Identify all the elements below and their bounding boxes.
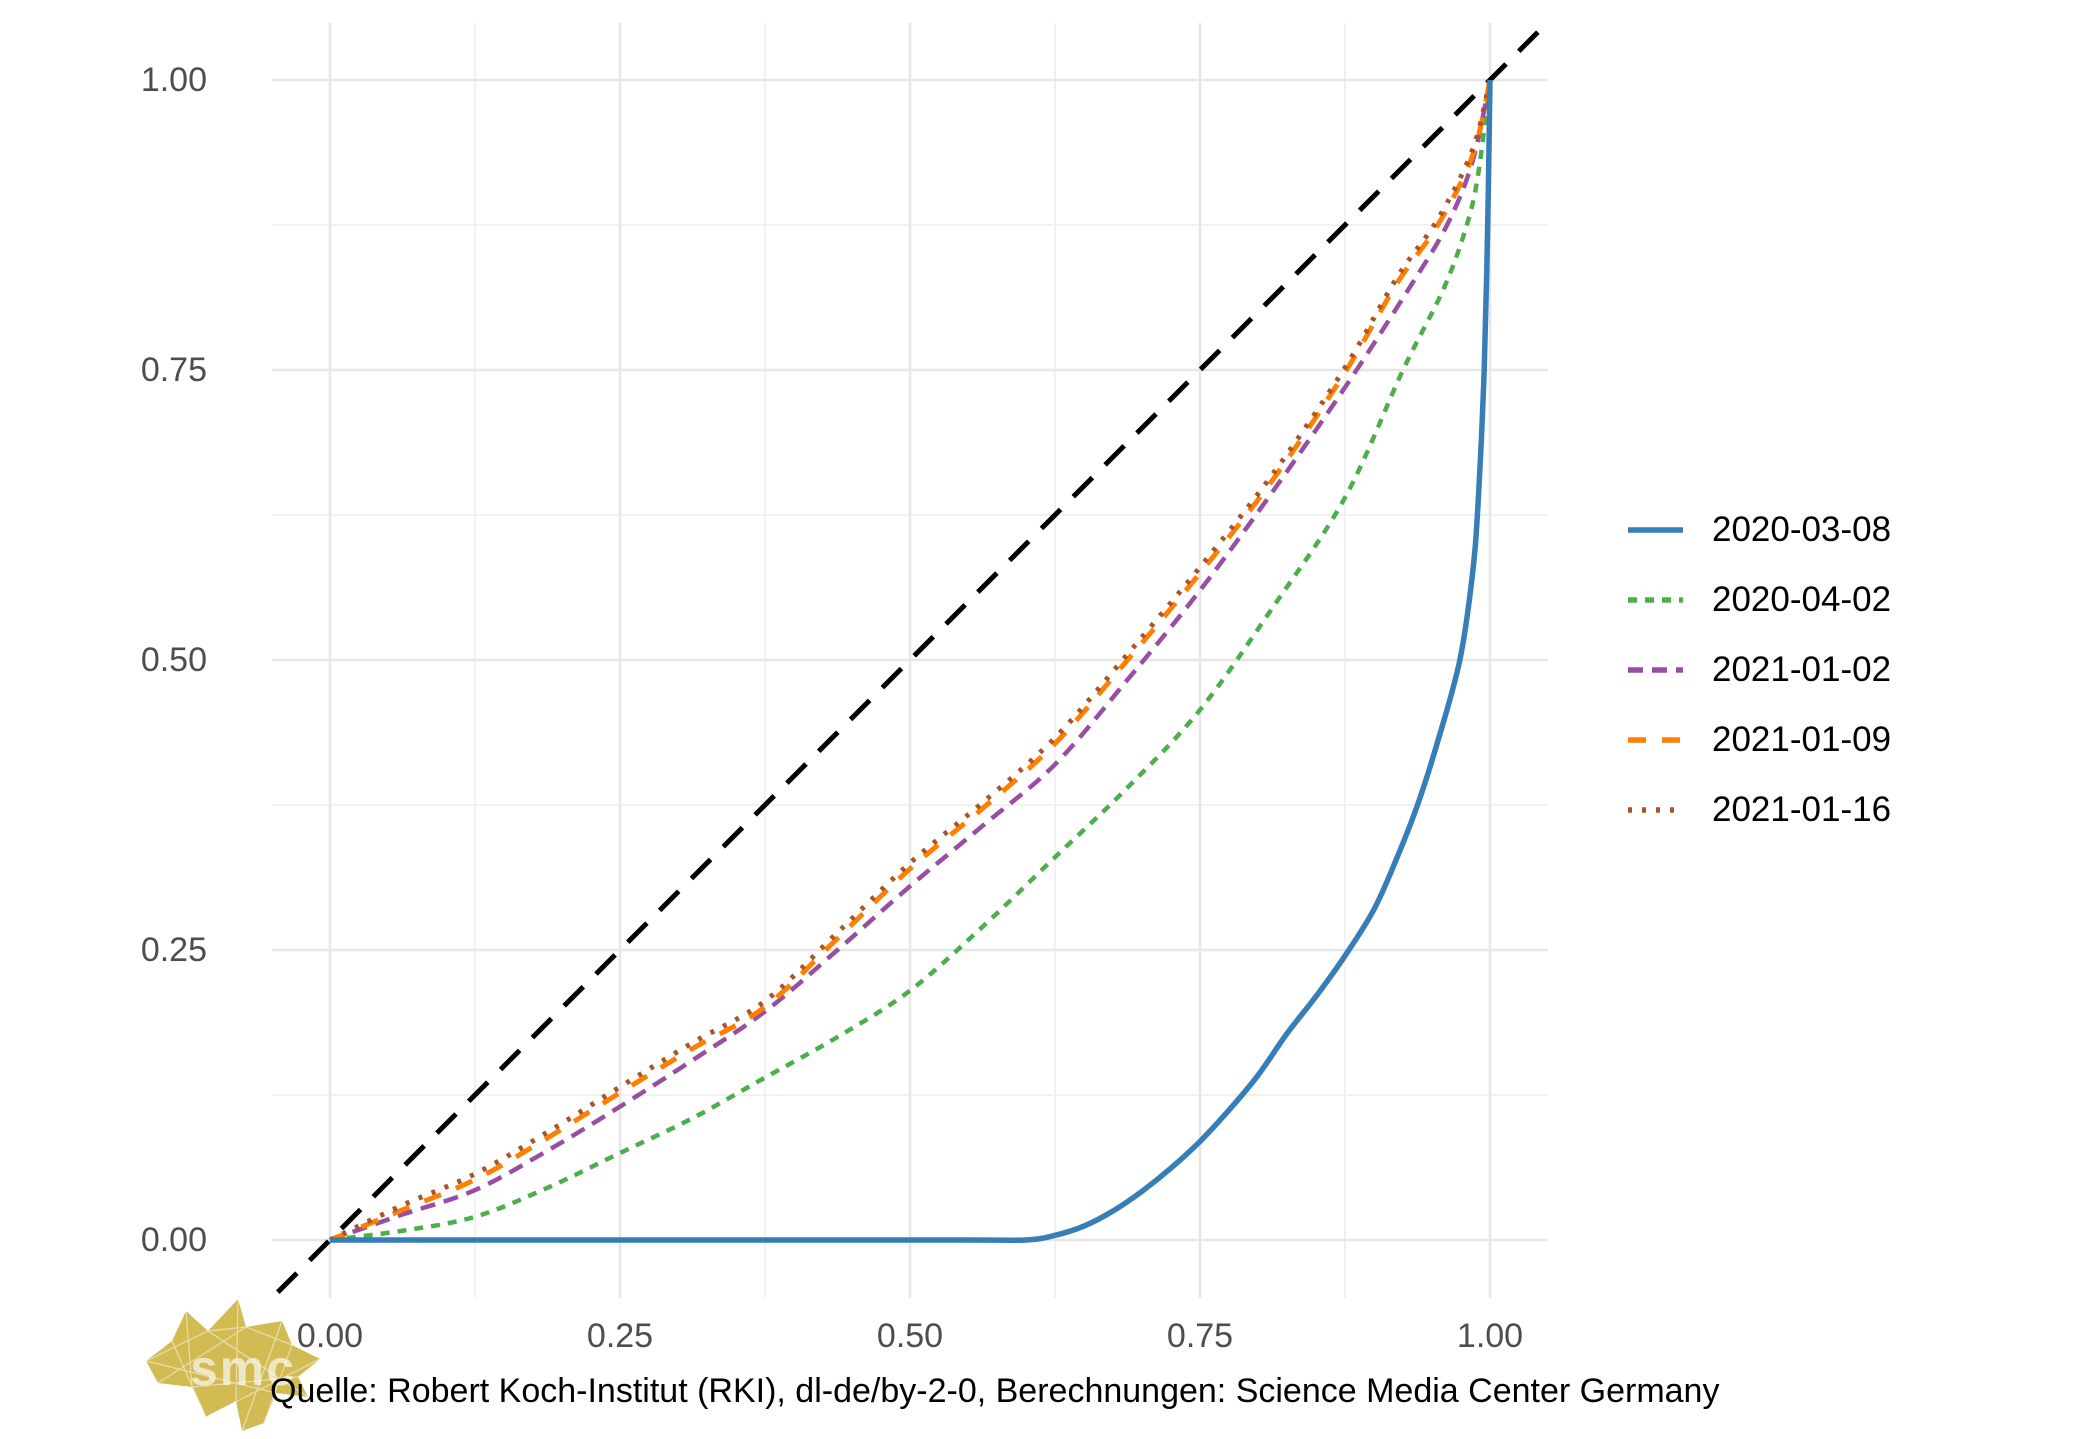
series-2020-03-08 [330, 79, 1493, 1244]
equality-line [276, 26, 1544, 1294]
series-2021-01-02 [329, 79, 1493, 1243]
legend-item-label: 2020-04-02 [1712, 580, 1892, 619]
x-tick-label: 0.25 [586, 1317, 654, 1355]
legend-item: 2021-01-02 [1627, 635, 1891, 705]
legend-item-label: 2021-01-16 [1712, 790, 1892, 829]
y-tick-label: 0.50 [140, 641, 207, 679]
x-tick-label: 0.00 [296, 1317, 364, 1355]
legend-key-line [1628, 737, 1683, 743]
legend-item: 2021-01-16 [1627, 775, 1891, 845]
legend-key-line [1628, 807, 1683, 813]
curves [276, 26, 1544, 1294]
y-tick-label: 0.75 [140, 351, 207, 389]
smc-logo-mesh [145, 1298, 320, 1432]
legend-key-line [1628, 527, 1683, 533]
legend-key-line [1628, 597, 1683, 603]
y-tick-label: 0.25 [140, 931, 207, 969]
legend-item: 2020-04-02 [1627, 565, 1891, 635]
x-tick-label: 0.50 [876, 1317, 944, 1355]
y-tick-label: 1.00 [140, 61, 207, 99]
series-2020-04-02 [329, 79, 1493, 1243]
legend-item: 2021-01-09 [1627, 705, 1891, 775]
x-tick-label: 0.75 [1166, 1317, 1234, 1355]
legend: 2020-03-08 2020-04-02 2021-01-02 2021-01-09… [1627, 495, 1891, 845]
legend-item-label: 2021-01-02 [1712, 650, 1892, 689]
x-tick-label: 1.00 [1456, 1317, 1524, 1355]
y-tick-label: 0.00 [140, 1221, 207, 1259]
smc-logo-text: smc [190, 1340, 296, 1396]
series-2021-01-16 [328, 79, 1493, 1243]
smc-logo-shape [146, 1299, 320, 1431]
series-2021-01-09 [329, 79, 1493, 1243]
smc-logo: smc [145, 1298, 320, 1432]
legend-key-line [1628, 667, 1683, 673]
legend-item-label: 2020-03-08 [1712, 510, 1892, 549]
legend-item: 2020-03-08 [1627, 495, 1891, 565]
gridlines [272, 23, 1548, 1298]
legend-item-label: 2021-01-09 [1712, 720, 1892, 759]
source-caption: Quelle: Robert Koch-Institut (RKI), dl-d… [270, 1372, 1720, 1410]
